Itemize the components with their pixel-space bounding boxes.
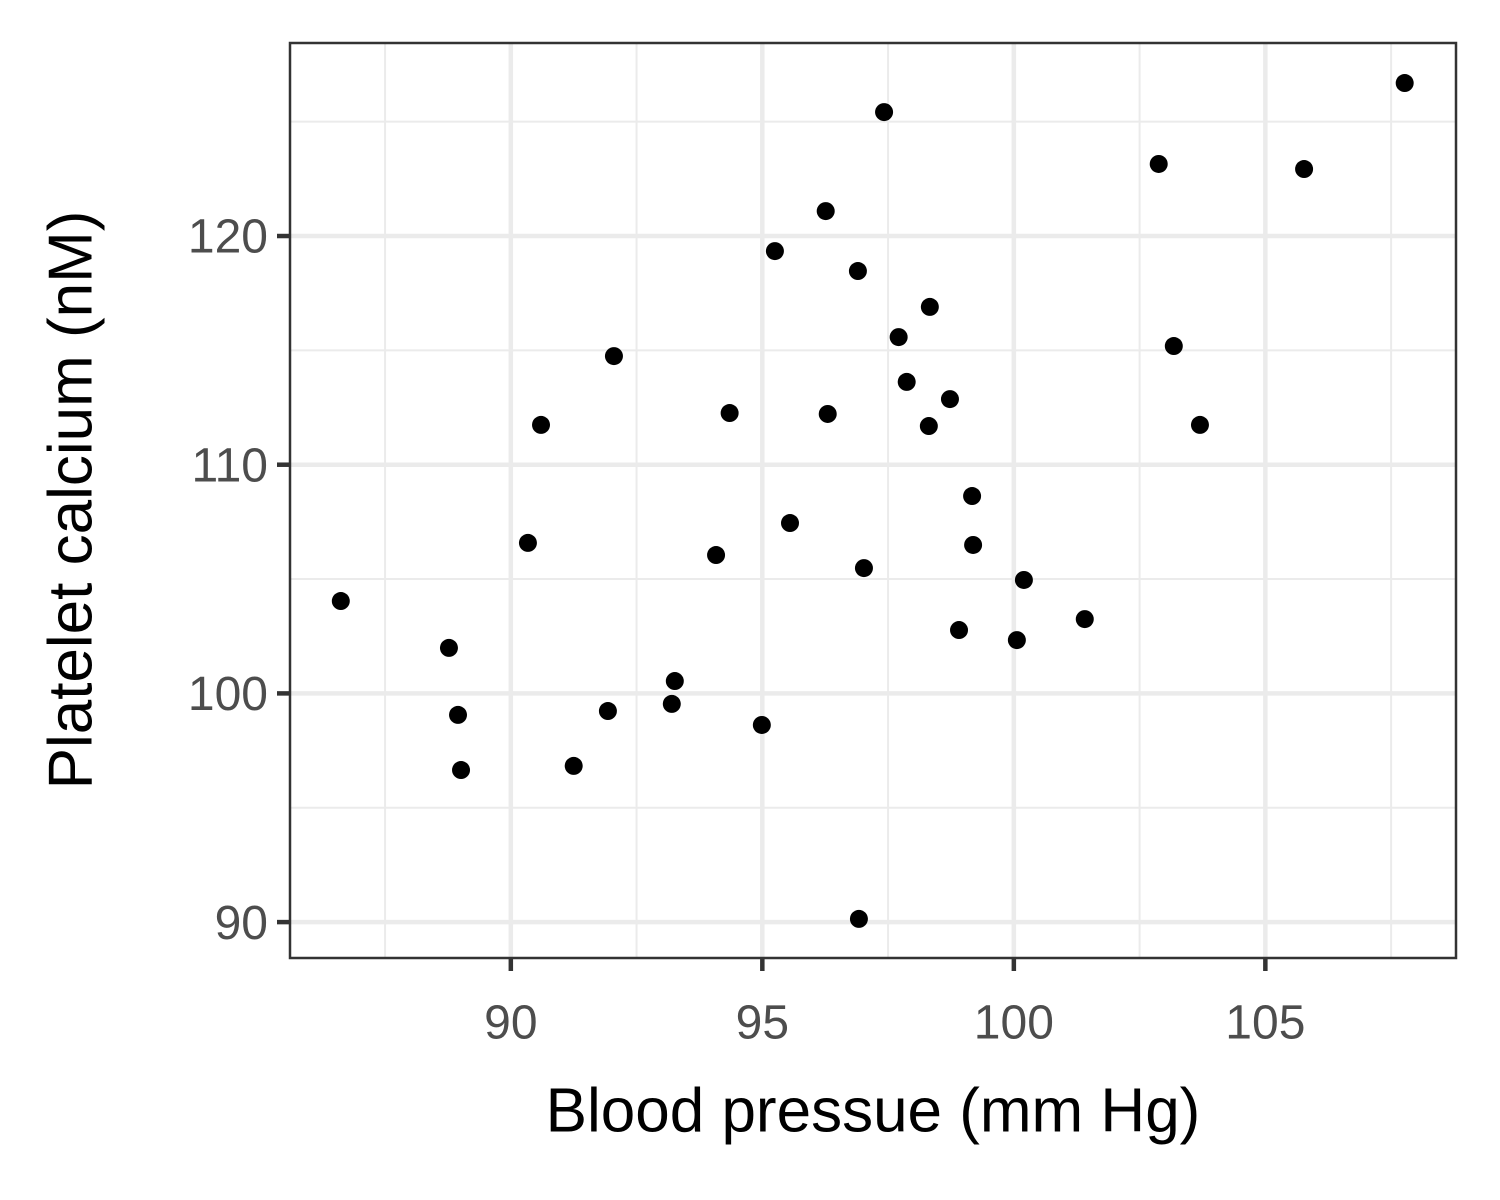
y-axis-title: Platelet calcium (nM): [36, 211, 105, 790]
y-tick-label: 90: [215, 897, 268, 950]
point: [452, 761, 471, 780]
point: [1149, 154, 1168, 173]
y-tick-label: 120: [188, 211, 268, 264]
point: [1190, 415, 1209, 434]
point: [598, 702, 617, 721]
point: [849, 909, 868, 928]
point: [331, 592, 350, 611]
point: [1164, 337, 1183, 356]
point: [940, 390, 959, 409]
point: [765, 242, 784, 261]
point: [752, 715, 771, 734]
point: [720, 404, 739, 423]
x-tick-label: 105: [1225, 997, 1305, 1050]
point: [532, 415, 551, 434]
y-tick-label: 100: [188, 668, 268, 721]
point: [889, 328, 908, 347]
point: [449, 705, 468, 724]
point: [963, 487, 982, 506]
x-axis-title: Blood pressue (mm Hg): [546, 1076, 1201, 1145]
point: [818, 404, 837, 423]
y-tick-label: 110: [191, 439, 268, 492]
point: [781, 514, 800, 533]
point: [964, 535, 983, 554]
point: [1395, 74, 1414, 93]
grid: [290, 43, 1456, 958]
point: [564, 756, 583, 775]
point: [816, 202, 835, 221]
point: [854, 559, 873, 578]
panel-border: [288, 41, 1458, 960]
point: [1075, 610, 1094, 629]
point: [950, 621, 969, 640]
point: [1014, 570, 1033, 589]
x-tick-label: 90: [484, 997, 537, 1050]
point: [848, 262, 867, 281]
points: [331, 74, 1414, 928]
point: [1295, 160, 1314, 179]
x-tick-label: 95: [736, 997, 789, 1050]
point: [707, 546, 726, 565]
point: [518, 533, 537, 552]
point: [662, 694, 681, 713]
point: [875, 103, 894, 122]
x-tick-label: 100: [974, 997, 1054, 1050]
point: [919, 417, 938, 436]
point: [920, 297, 939, 316]
point: [665, 672, 684, 691]
point: [1007, 631, 1026, 650]
axes: 90 95 100 105 90 100 110 120: [188, 211, 1305, 1050]
point: [604, 347, 623, 366]
point: [897, 372, 916, 391]
point: [439, 638, 458, 657]
